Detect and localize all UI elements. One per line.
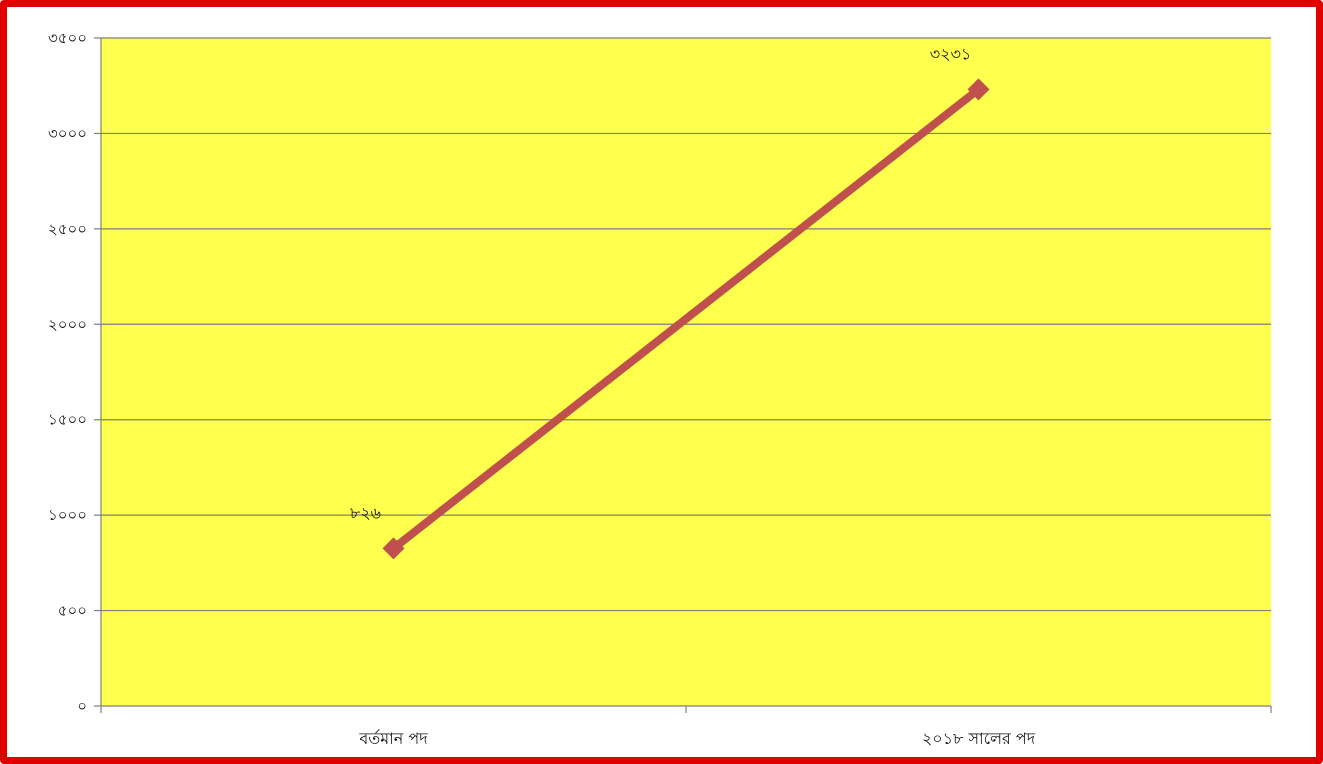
plot-area — [101, 38, 1271, 706]
axes — [94, 37, 1272, 713]
x-axis-category-labels: বর্তমান পদ ২০১৮ সালের পদ — [358, 729, 1035, 748]
series-group — [382, 78, 990, 560]
data-label: ৩২৩১ — [930, 44, 972, 63]
y-tick-label: ১৫০০ — [48, 411, 87, 429]
gridlines — [101, 37, 1271, 612]
y-tick-label: ২৫০০ — [48, 220, 87, 238]
y-tick-label: ৩৫০০ — [48, 29, 87, 47]
y-tick-label: ৩০০০ — [48, 124, 87, 142]
y-axis-tick-labels: ০ ৫০০ ১০০০ ১৫০০ ২০০০ ২৫০০ ৩০০০ ৩৫০০ — [48, 29, 87, 715]
data-point-marker — [382, 537, 405, 560]
data-point-marker — [967, 78, 990, 101]
y-tick-label: ০ — [77, 697, 87, 715]
data-labels: ৮২৬ ৩২৩১ — [350, 44, 971, 522]
series-line — [389, 85, 983, 553]
data-label: ৮২৬ — [350, 503, 381, 522]
x-category-label: ২০১৮ সালের পদ — [922, 729, 1036, 748]
y-tick-label: ১০০০ — [48, 506, 87, 524]
y-tick-label: ২০০০ — [48, 315, 87, 333]
y-tick-label: ৫০০ — [58, 602, 87, 620]
x-category-label: বর্তমান পদ — [358, 729, 428, 748]
